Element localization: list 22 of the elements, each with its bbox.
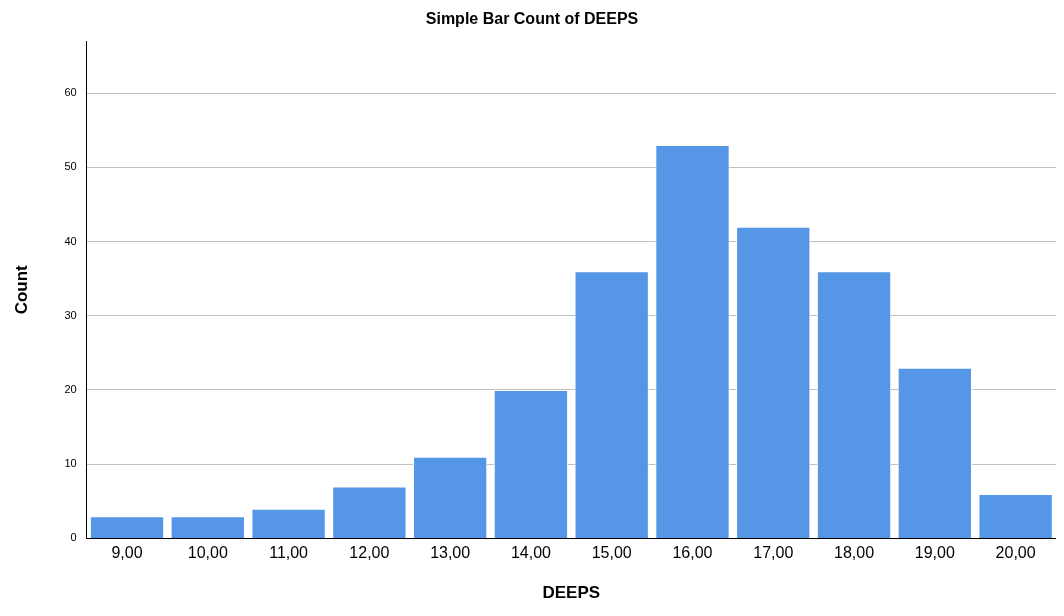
x-tick-label: 12,00 — [349, 544, 390, 562]
x-tick-label: 18,00 — [834, 544, 875, 562]
chart-title: Simple Bar Count of DEEPS — [425, 10, 639, 28]
x-tick-label: 15,00 — [591, 544, 632, 562]
x-tick-label: 11,00 — [269, 544, 309, 562]
x-axis-title: DEEPS — [542, 583, 601, 603]
y-tick-label: 10 — [64, 457, 77, 470]
x-tick-label: 13,00 — [430, 544, 471, 562]
y-tick-label: 0 — [70, 531, 77, 544]
x-tick-label: 16,00 — [672, 544, 713, 562]
x-tick-label: 19,00 — [914, 544, 955, 562]
x-tick-label: 9,00 — [111, 544, 143, 562]
y-tick-label: 40 — [64, 234, 77, 247]
y-tick-label: 30 — [64, 308, 77, 321]
x-tick-label: 17,00 — [753, 544, 794, 562]
x-tick-label: 20,00 — [995, 544, 1036, 562]
y-tick-label: 60 — [64, 86, 77, 99]
x-tick-label: 10,00 — [187, 544, 228, 562]
y-tick-label: 50 — [64, 160, 77, 173]
y-tick-label: 20 — [64, 383, 77, 396]
y-axis-title: Count — [11, 264, 31, 315]
x-tick-label: 14,00 — [510, 544, 552, 562]
